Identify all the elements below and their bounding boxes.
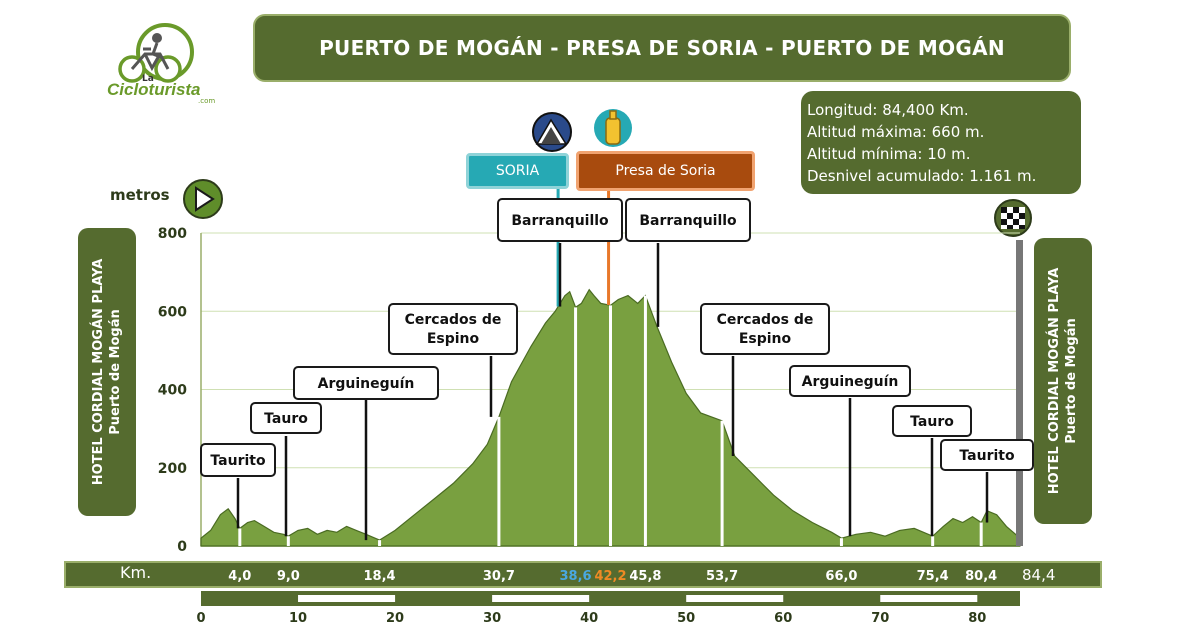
x-tick-label: 30 xyxy=(483,611,501,624)
km-mark-label: 84,4 xyxy=(1022,566,1055,584)
waypoint-label: Barranquillo xyxy=(639,213,737,229)
y-tick-label: 0 xyxy=(177,539,187,555)
waypoint-label-box xyxy=(892,405,972,437)
waypoint-label: Arguineguín xyxy=(802,374,899,390)
waypoint-label-box xyxy=(625,198,751,242)
stat-length: Longitud: 84,400 Km. xyxy=(807,101,969,119)
x-tick-label: 60 xyxy=(774,611,792,624)
waypoint-label-box xyxy=(200,443,276,477)
waypoint-label: Cercados de Espino xyxy=(405,312,502,347)
y-tick-label: 400 xyxy=(158,383,187,399)
km-mark-label: 80,4 xyxy=(965,569,997,584)
km-mark-label: 53,7 xyxy=(706,569,738,584)
cicloturista-logo xyxy=(118,23,194,83)
km-mark-label: 9,0 xyxy=(277,569,300,584)
x-tick-label: 40 xyxy=(580,611,598,624)
logo-name: Cicloturista xyxy=(107,80,201,99)
water-bottle-icon xyxy=(594,109,632,147)
y-tick-label: 800 xyxy=(158,226,187,242)
km-mark-label: 30,7 xyxy=(483,569,515,584)
y-axis-label: metros xyxy=(110,186,170,204)
x-tick-label: 10 xyxy=(289,611,307,624)
x-tick-label: 0 xyxy=(196,611,205,624)
x-axis-label: Km. xyxy=(120,563,152,582)
scale-segment xyxy=(298,595,396,602)
waypoint-label: Taurito xyxy=(210,453,266,469)
waypoint-label: Arguineguín xyxy=(318,376,415,392)
waypoint-label-box xyxy=(293,366,439,400)
km-mark-label: 38,6 xyxy=(560,569,592,584)
stat-min-altitude: Altitud mínima: 10 m. xyxy=(807,145,971,163)
scale-segment xyxy=(880,595,978,602)
finish-location-box: HOTEL CORDIAL MOGÁN PLAYA Puerto de Mogá… xyxy=(1034,238,1092,524)
route-stats: Longitud: 84,400 Km. Altitud máxima: 660… xyxy=(801,91,1081,194)
logo-suffix: .com xyxy=(198,97,216,105)
km-mark-label: 45,8 xyxy=(629,569,661,584)
waypoint-label-box xyxy=(940,439,1034,471)
waypoint-label: Cercados de Espino xyxy=(717,312,814,347)
waypoint-label-box xyxy=(700,303,830,355)
route-title: PUERTO DE MOGÁN - PRESA DE SORIA - PUERT… xyxy=(253,14,1071,82)
waypoint-label: Tauro xyxy=(264,411,308,427)
logo-la: La xyxy=(142,74,154,84)
km-mark-label: 75,4 xyxy=(917,569,949,584)
waypoint-label: Taurito xyxy=(959,448,1015,464)
x-tick-label: 50 xyxy=(677,611,695,624)
finish-flag-icon xyxy=(994,199,1032,237)
distance-scale-bar xyxy=(201,591,1020,606)
waypoint-label: Barranquillo xyxy=(511,213,609,229)
x-tick-label: 80 xyxy=(968,611,986,624)
finish-line-bar xyxy=(1016,240,1023,546)
y-tick-label: 600 xyxy=(158,304,187,320)
waypoint-label: Tauro xyxy=(910,414,954,430)
km-mark-label: 42,2 xyxy=(594,569,626,584)
scale-segment xyxy=(492,595,590,602)
x-tick-label: 20 xyxy=(386,611,404,624)
km-mark-label: 66,0 xyxy=(825,569,857,584)
start-play-icon xyxy=(183,179,223,219)
x-tick-label: 70 xyxy=(871,611,889,624)
waypoint-label-box xyxy=(388,303,518,355)
stat-max-altitude: Altitud máxima: 660 m. xyxy=(807,123,985,141)
mountain-pass-icon xyxy=(532,112,572,152)
waypoint-label-box xyxy=(250,402,322,434)
waypoint-label-box xyxy=(789,365,911,397)
stat-elevation-gain: Desnivel acumulado: 1.161 m. xyxy=(807,167,1037,185)
start-location-box: HOTEL CORDIAL MOGÁN PLAYA Puerto de Mogá… xyxy=(78,228,136,516)
km-mark-label: 4,0 xyxy=(228,569,251,584)
km-mark-label: 18,4 xyxy=(364,569,396,584)
km-bar xyxy=(64,561,1102,588)
scale-segment xyxy=(686,595,784,602)
presa-de-soria-tag: Presa de Soria xyxy=(576,151,755,191)
waypoint-label-box xyxy=(497,198,623,242)
y-tick-label: 200 xyxy=(158,461,187,477)
soria-tag: SORIA xyxy=(466,153,569,189)
